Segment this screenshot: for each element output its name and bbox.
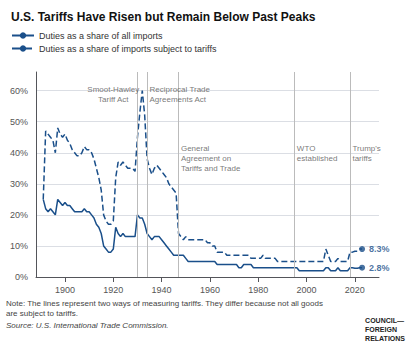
svg-text:Duties as a share of all impor: Duties as a share of all imports — [39, 31, 163, 41]
svg-text:2020: 2020 — [345, 285, 365, 295]
svg-text:20%: 20% — [10, 210, 28, 220]
svg-text:Reciprocal Trade: Reciprocal Trade — [150, 85, 211, 94]
svg-text:FOREIGN: FOREIGN — [365, 326, 397, 333]
svg-text:1920: 1920 — [103, 285, 123, 295]
svg-text:WTO: WTO — [297, 144, 316, 153]
svg-text:Note: The lines represent two: Note: The lines represent two ways of me… — [6, 299, 325, 308]
svg-text:0%: 0% — [15, 272, 28, 282]
svg-text:U.S. Tariffs Have Risen but Re: U.S. Tariffs Have Risen but Remain Below… — [11, 10, 316, 24]
svg-text:tariffs: tariffs — [352, 154, 371, 163]
svg-text:2.8%: 2.8% — [369, 263, 390, 273]
svg-text:Duties as a share of imports s: Duties as a share of imports subject to … — [39, 44, 217, 54]
svg-text:Tariffs and Trade: Tariffs and Trade — [181, 164, 241, 173]
svg-text:Trump's: Trump's — [352, 144, 380, 153]
svg-text:Tariff Act: Tariff Act — [98, 95, 129, 104]
svg-text:30%: 30% — [10, 179, 28, 189]
svg-text:RELATIONS: RELATIONS — [365, 335, 405, 342]
svg-text:40%: 40% — [10, 148, 28, 158]
svg-text:General: General — [181, 144, 210, 153]
svg-text:Source: U.S. International Tra: Source: U.S. International Trade Commiss… — [6, 321, 169, 330]
svg-text:2000: 2000 — [297, 285, 317, 295]
svg-text:established: established — [297, 154, 337, 163]
svg-text:Smoot-Hawley: Smoot-Hawley — [87, 85, 139, 94]
svg-text:Agreement on: Agreement on — [181, 154, 231, 163]
svg-text:1900: 1900 — [55, 285, 75, 295]
svg-text:COUNCIL—: COUNCIL— — [365, 317, 404, 324]
svg-text:1940: 1940 — [152, 285, 172, 295]
svg-text:1980: 1980 — [248, 285, 268, 295]
svg-text:8.3%: 8.3% — [369, 244, 390, 254]
svg-text:60%: 60% — [10, 86, 28, 96]
svg-text:Agreements Act: Agreements Act — [150, 95, 207, 104]
svg-text:1960: 1960 — [200, 285, 220, 295]
svg-text:10%: 10% — [10, 241, 28, 251]
svg-text:are subject to tariffs.: are subject to tariffs. — [6, 309, 78, 318]
svg-text:50%: 50% — [10, 117, 28, 127]
